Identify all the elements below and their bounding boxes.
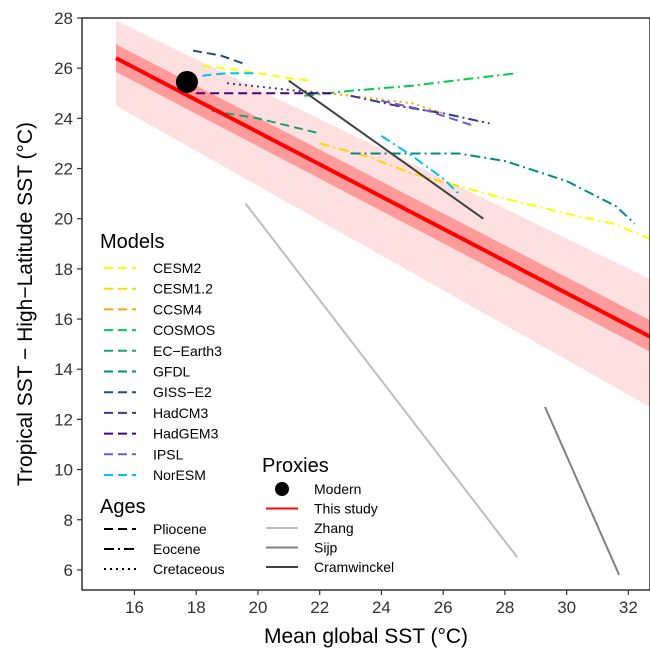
legend-label-age: Eocene bbox=[153, 541, 201, 557]
plot-panel-border bbox=[81, 17, 650, 591]
legend-label-model: CESM2 bbox=[153, 260, 201, 276]
model-line bbox=[449, 182, 650, 240]
x-tick-label: 24 bbox=[372, 598, 391, 617]
x-tick-label: 26 bbox=[434, 598, 453, 617]
model-line bbox=[350, 94, 490, 125]
legend-label-proxy: Modern bbox=[314, 481, 361, 497]
y-tick-label: 10 bbox=[54, 461, 73, 480]
x-tick-label: 20 bbox=[248, 598, 267, 617]
legend-label-model: CCSM4 bbox=[153, 301, 202, 317]
model-line bbox=[192, 49, 243, 65]
model-line bbox=[319, 142, 459, 188]
legend-label-model: NorESM bbox=[153, 467, 206, 483]
plot-area bbox=[115, 20, 650, 576]
x-axis-title: Mean global SST (°C) bbox=[264, 625, 468, 648]
model-line bbox=[211, 109, 320, 135]
proxy-line bbox=[288, 79, 484, 220]
y-tick-label: 8 bbox=[64, 511, 73, 530]
y-tick-label: 24 bbox=[54, 109, 73, 128]
model-line bbox=[202, 72, 258, 77]
y-tick-label: 14 bbox=[54, 360, 73, 379]
model-line bbox=[202, 64, 311, 82]
axes: 16 18 20 22 24 26 28 30 32 6 8 10 12 14 16 18 20 22 24 26 28 bbox=[54, 9, 638, 617]
legend-key-proxy bbox=[275, 482, 289, 496]
x-tick-label: 32 bbox=[619, 598, 638, 617]
y-tick-label: 26 bbox=[54, 59, 73, 78]
model-line bbox=[350, 152, 636, 225]
proxy-line bbox=[244, 202, 519, 559]
x-tick-label: 30 bbox=[557, 598, 576, 617]
y-tick-label: 22 bbox=[54, 160, 73, 179]
legend-label-model: GFDL bbox=[153, 364, 191, 380]
model-line bbox=[304, 72, 518, 97]
model-line bbox=[380, 135, 460, 195]
regression-line bbox=[115, 56, 650, 339]
y-tick-label: 18 bbox=[54, 260, 73, 279]
legend-title-models: Models bbox=[100, 231, 164, 253]
x-tick-label: 18 bbox=[187, 598, 206, 617]
model-line bbox=[381, 99, 475, 127]
legend-label-age: Pliocene bbox=[153, 521, 207, 537]
modern-point bbox=[175, 70, 198, 93]
legend-label-model: HadCM3 bbox=[153, 405, 208, 421]
x-tick-label: 28 bbox=[495, 598, 514, 617]
y-tick-label: 20 bbox=[54, 210, 73, 229]
legend-label-model: GISS−E2 bbox=[153, 384, 212, 400]
legends: Models CESM2 CESM1.2 CCSM4 COSMOS EC−Earth3 GF… bbox=[100, 231, 394, 577]
y-tick-label: 6 bbox=[64, 561, 73, 580]
legend-label-proxy: Sijp bbox=[314, 540, 338, 556]
legend-label-proxy: This study bbox=[314, 501, 378, 517]
legend-label-model: COSMOS bbox=[153, 322, 215, 338]
y-axis-title: Tropical SST − High−Latitude SST (°C) bbox=[14, 122, 37, 486]
legend-label-age: Cretaceous bbox=[153, 561, 225, 577]
x-tick-label: 16 bbox=[125, 598, 144, 617]
legend-label-model: CESM1.2 bbox=[153, 281, 213, 297]
legend-title-ages: Ages bbox=[100, 496, 146, 518]
legend-label-model: EC−Earth3 bbox=[153, 343, 222, 359]
legend-label-model: IPSL bbox=[153, 446, 184, 462]
legend-title-proxies: Proxies bbox=[262, 455, 329, 477]
proxy-line bbox=[544, 406, 621, 576]
y-tick-label: 28 bbox=[54, 9, 73, 28]
legend-label-proxy: Zhang bbox=[314, 520, 354, 536]
y-tick-label: 16 bbox=[54, 310, 73, 329]
y-tick-label: 12 bbox=[54, 410, 73, 429]
legend-label-proxy: Cramwinckel bbox=[314, 559, 394, 575]
x-tick-label: 22 bbox=[310, 598, 329, 617]
legend-label-model: HadGEM3 bbox=[153, 426, 219, 442]
